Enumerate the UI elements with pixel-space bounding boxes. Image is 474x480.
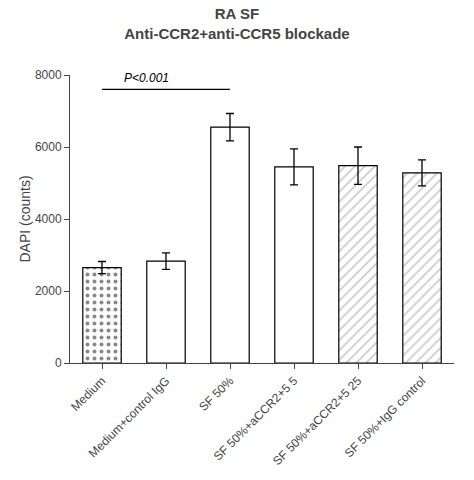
svg-text:DAPI (counts): DAPI (counts) (17, 175, 33, 262)
svg-text:8000: 8000 (35, 68, 62, 82)
svg-text:P<0.001: P<0.001 (124, 71, 169, 85)
svg-text:6000: 6000 (35, 140, 62, 154)
svg-text:SF 50%+aCCR2+5 25: SF 50%+aCCR2+5 25 (270, 374, 365, 469)
svg-text:Medium+control IgG: Medium+control IgG (86, 374, 173, 461)
svg-text:SF 50%: SF 50% (196, 374, 236, 414)
svg-text:Medium: Medium (68, 374, 108, 414)
svg-text:SF 50%+aCCR2+5 5: SF 50%+aCCR2+5 5 (211, 374, 301, 464)
svg-text:0: 0 (55, 356, 62, 370)
svg-text:4000: 4000 (35, 212, 62, 226)
svg-text:RA SFAnti-CCR2+anti-CCR5 block: RA SFAnti-CCR2+anti-CCR5 blockade (124, 5, 349, 42)
svg-text:2000: 2000 (35, 284, 62, 298)
svg-text:SF 50%+IgG control: SF 50%+IgG control (342, 374, 429, 461)
